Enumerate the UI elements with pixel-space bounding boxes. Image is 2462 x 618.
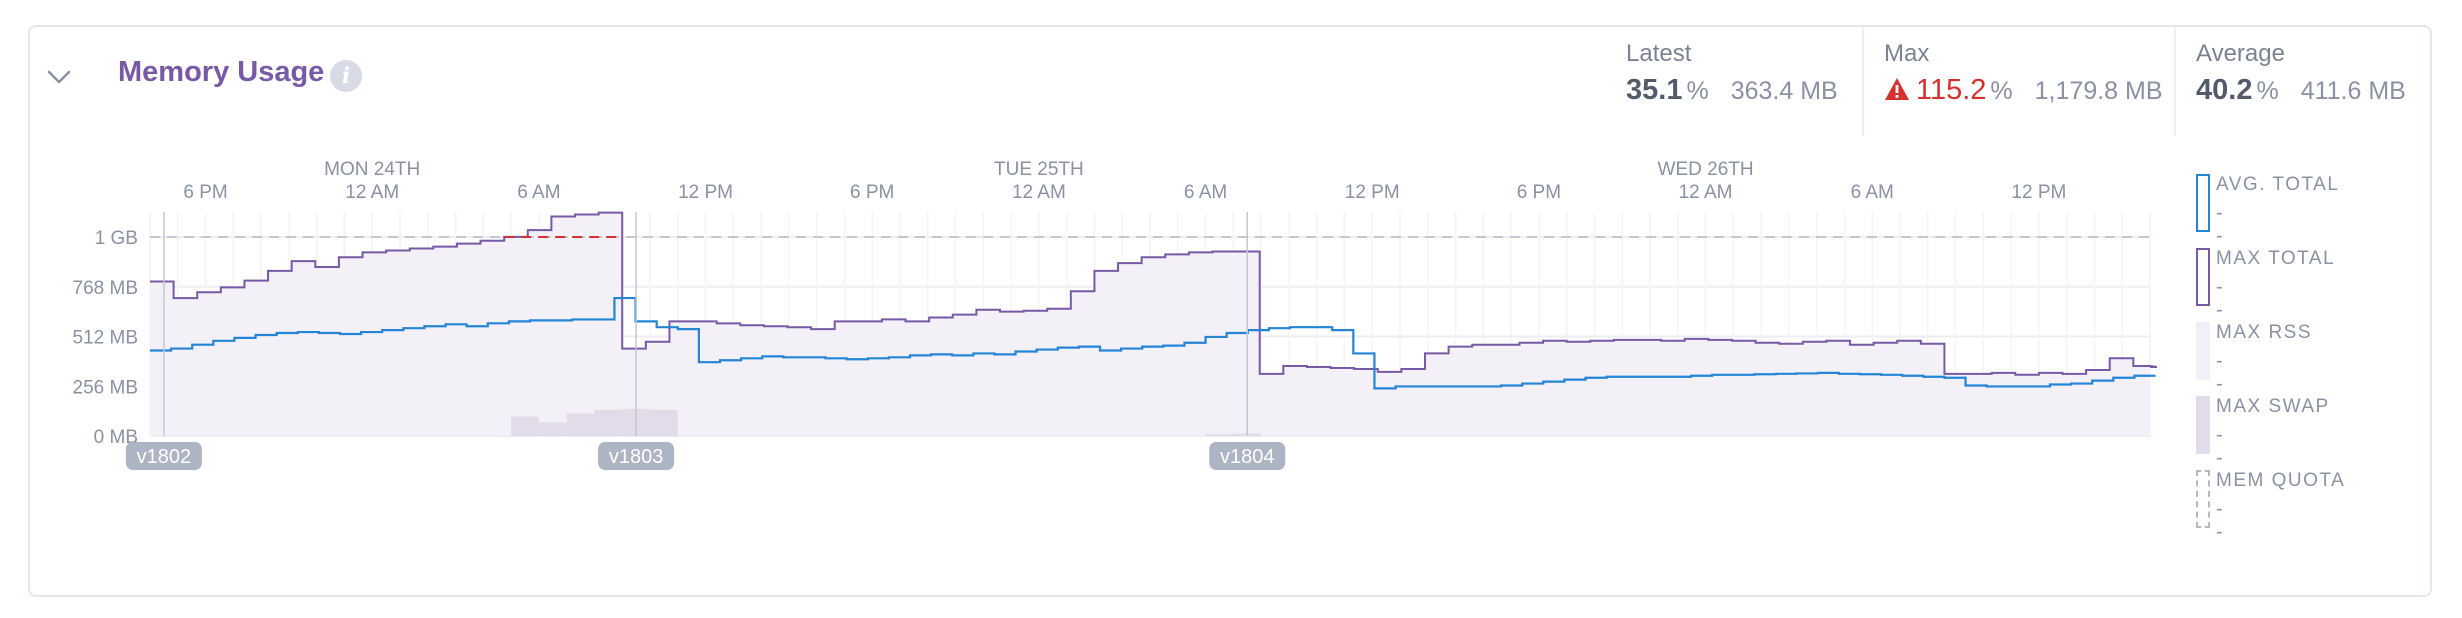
warning-icon (1885, 78, 1909, 100)
max-swap-bar (511, 416, 539, 436)
legend-value: -- (2216, 498, 2223, 543)
average-unit: % (2256, 77, 2279, 105)
y-tick-label: 256 MB (73, 377, 138, 398)
max-swap-bar (650, 409, 678, 436)
memory-chart: 0 MB 256 MB 512 MB 768 MB 1 GB 6 PM 12 AM 6 AM 1… (73, 159, 2158, 470)
avg-total-line (150, 296, 2156, 390)
latest-percent: 35.1 (1626, 74, 1683, 106)
info-icon[interactable]: i (330, 60, 362, 92)
release-badge (125, 442, 202, 470)
x-tick-label: 6 AM (1184, 182, 1227, 203)
x-tick-label: 12 AM (1679, 182, 1733, 203)
release-badge (1209, 442, 1286, 470)
x-tick-label: 12 PM (2011, 182, 2066, 203)
chevron-down-icon[interactable] (44, 62, 74, 92)
y-tick-label: 0 MB (94, 427, 138, 448)
x-day-label: TUE 25TH (994, 159, 1084, 180)
panel-title: Memory Usage (118, 56, 325, 88)
release-label: v1802 (137, 446, 192, 468)
stat-divider (2174, 26, 2176, 136)
legend-swatch (2196, 248, 2210, 306)
legend-value: -- (2216, 276, 2223, 321)
latest-label: Latest (1626, 40, 1692, 67)
legend-value: -- (2216, 424, 2223, 469)
release-label: v1803 (609, 446, 664, 468)
average-stat: Average 40.2% 411.6 MB (2196, 40, 2406, 107)
x-tick-label: 6 PM (850, 182, 894, 203)
max-swap-bar (594, 409, 623, 436)
max-swap-bar (1205, 434, 1234, 436)
x-tick-label: 6 PM (1517, 182, 1561, 203)
legend-swatch (2196, 470, 2210, 528)
latest-unit: % (1686, 77, 1709, 105)
release-label: v1804 (1220, 446, 1275, 468)
y-tick-label: 768 MB (73, 278, 138, 299)
x-tick-label: 12 PM (1345, 182, 1400, 203)
max-label: Max (1884, 40, 1930, 67)
release-badge (598, 442, 675, 470)
legend-value: -- (2216, 202, 2223, 247)
max-total-line (150, 211, 2158, 376)
latest-stat: Latest 35.1% 363.4 MB (1626, 40, 1838, 107)
max-unit: % (1990, 77, 2013, 105)
legend-swatch (2196, 174, 2210, 232)
legend-label: MEM QUOTA (2216, 470, 2346, 491)
y-tick-label: 512 MB (73, 328, 138, 349)
legend-label: MAX TOTAL (2216, 248, 2336, 269)
legend-value: -- (2216, 350, 2223, 395)
average-percent: 40.2 (2196, 74, 2253, 106)
average-mb: 411.6 MB (2300, 77, 2406, 105)
x-day-label: WED 26TH (1658, 159, 1754, 180)
max-stat: Max 115.2% 1,179.8 MB (1884, 40, 2163, 107)
max-swap-bar (538, 422, 567, 436)
x-tick-label: 12 AM (1012, 182, 1066, 203)
legend-label: MAX SWAP (2216, 396, 2330, 417)
max-mb: 1,179.8 MB (2034, 77, 2163, 105)
legend-label: MAX RSS (2216, 322, 2313, 343)
x-tick-label: 6 AM (517, 182, 560, 203)
legend-label: AVG. TOTAL (2216, 174, 2340, 195)
x-tick-label: 6 PM (183, 182, 227, 203)
x-tick-label: 12 PM (678, 182, 733, 203)
stat-divider (1862, 26, 1864, 136)
x-day-label: MON 24TH (324, 159, 420, 180)
latest-mb: 363.4 MB (1730, 77, 1838, 105)
max-rss-area (150, 212, 2157, 436)
max-swap-bar (566, 413, 595, 436)
legend-swatch (2196, 396, 2210, 454)
y-tick-label: 1 GB (95, 228, 138, 249)
average-label: Average (2196, 40, 2285, 67)
legend-swatch (2196, 322, 2210, 380)
x-tick-label: 12 AM (345, 182, 399, 203)
max-percent: 115.2 (1916, 74, 1987, 106)
x-tick-label: 6 AM (1851, 182, 1894, 203)
